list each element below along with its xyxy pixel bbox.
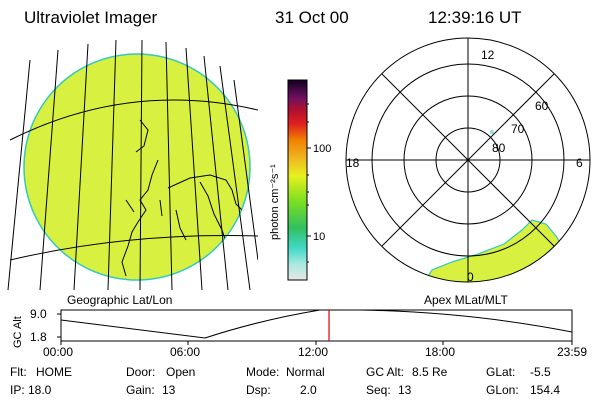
colorbar-tick-10: 10 bbox=[313, 231, 325, 243]
info-mode-value: Normal bbox=[286, 365, 325, 379]
altitude-curve bbox=[60, 309, 573, 339]
info-glat-label: GLat: bbox=[486, 365, 516, 379]
info-dsp-value: 2.0 bbox=[300, 383, 317, 397]
apex-label: Apex MLat/MLT bbox=[424, 293, 508, 307]
xtick-12: 12:00 bbox=[298, 345, 328, 359]
polar-grid bbox=[345, 37, 591, 283]
info-dsp-label: Dsp: bbox=[246, 383, 271, 397]
xtick-2359: 23:59 bbox=[557, 345, 587, 359]
coastlines bbox=[121, 119, 245, 277]
date-label: 31 Oct 00 bbox=[275, 8, 349, 27]
info-flt-label: Flt: bbox=[10, 365, 27, 379]
meridians bbox=[7, 40, 258, 290]
mlat-label-80: 80 bbox=[492, 141, 506, 155]
altitude-ytick-high: 9.0 bbox=[30, 307, 47, 321]
parallels bbox=[9, 99, 258, 261]
mlt-label-18: 18 bbox=[346, 156, 360, 170]
info-mode-label: Mode: bbox=[246, 365, 280, 379]
mlt-label-12: 12 bbox=[481, 48, 495, 62]
info-gain-label: Gain: bbox=[126, 383, 155, 397]
xtick-06: 06:00 bbox=[170, 345, 200, 359]
earth-disk bbox=[23, 53, 251, 281]
emission-spot bbox=[490, 130, 494, 134]
info-seq-value: 13 bbox=[398, 383, 412, 397]
mlat-label-60: 60 bbox=[535, 99, 549, 113]
info-flt-value: HOME bbox=[36, 365, 72, 379]
instrument-title: Ultraviolet Imager bbox=[24, 8, 158, 27]
colorbar-tick-100: 100 bbox=[313, 143, 331, 155]
xtick-00: 00:00 bbox=[43, 345, 73, 359]
info-door-label: Door: bbox=[126, 365, 156, 379]
info-glon-label: GLon: bbox=[486, 383, 519, 397]
info-seq-label: Seq: bbox=[366, 383, 391, 397]
altitude-ytick-low: 1.8 bbox=[30, 330, 47, 344]
info-door-value: Open bbox=[166, 365, 196, 379]
info-glon-value: 154.4 bbox=[530, 383, 561, 397]
info-ip-value: 18.0 bbox=[28, 383, 52, 397]
colorbar-gradient bbox=[287, 79, 308, 281]
xtick-18: 18:00 bbox=[425, 345, 455, 359]
info-gain-value: 13 bbox=[162, 383, 176, 397]
info-ip-label: IP: bbox=[10, 383, 25, 397]
geographic-label: Geographic Lat/Lon bbox=[67, 293, 173, 307]
colorbar-unit: photon cm⁻²s⁻¹ bbox=[269, 164, 281, 240]
mlat-label-70: 70 bbox=[511, 122, 525, 136]
info-gcalt-value: 8.5 Re bbox=[412, 365, 448, 379]
altitude-ylabel: GC Alt bbox=[12, 316, 24, 348]
mlt-label-6: 6 bbox=[576, 156, 583, 170]
info-glat-value: -5.5 bbox=[530, 365, 551, 379]
mlt-label-0: 0 bbox=[467, 270, 474, 284]
info-gcalt-label: GC Alt: bbox=[366, 365, 405, 379]
time-label: 12:39:16 UT bbox=[428, 8, 522, 27]
altitude-plot-frame bbox=[60, 309, 573, 342]
